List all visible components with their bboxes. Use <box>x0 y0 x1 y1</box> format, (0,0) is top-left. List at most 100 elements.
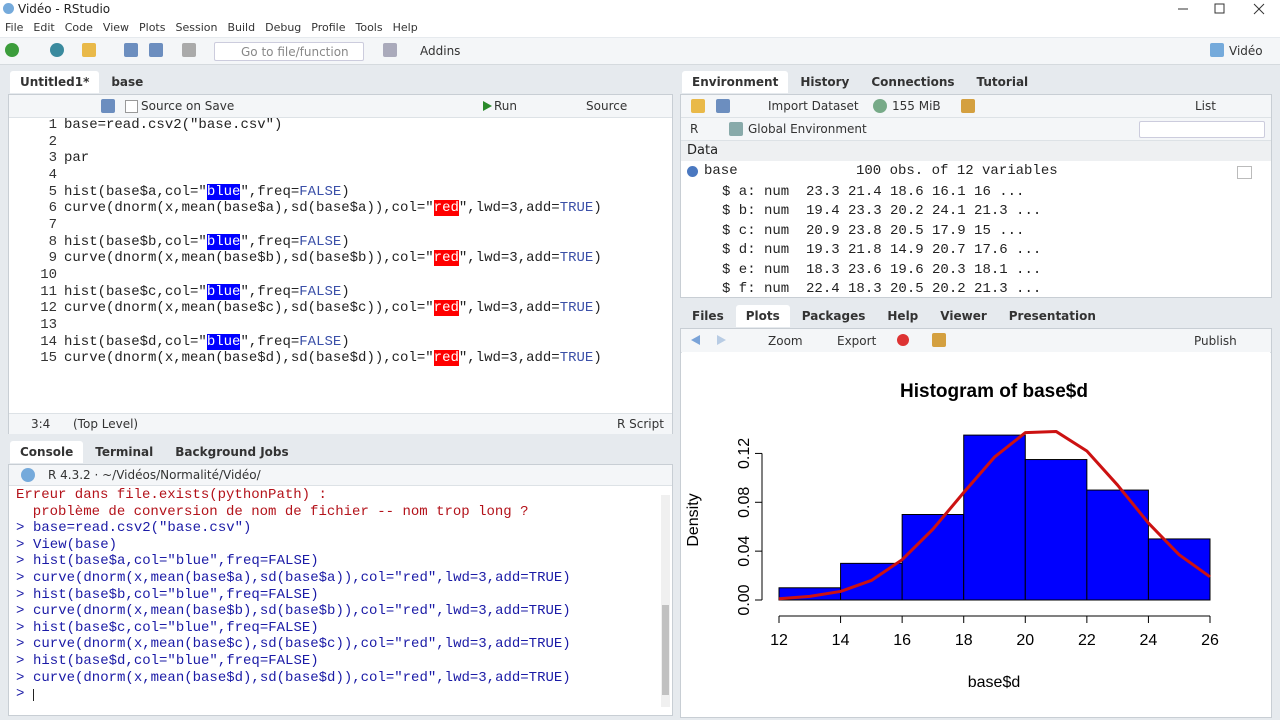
project-menu[interactable]: Vidéo <box>1229 44 1263 58</box>
menu-item[interactable]: Session <box>175 21 218 34</box>
code-line[interactable]: 13 <box>9 317 672 334</box>
scope[interactable]: (Top Level) <box>73 417 139 431</box>
addins-menu[interactable]: Addins <box>420 44 461 58</box>
open-file[interactable] <box>82 43 96 57</box>
environment-scope[interactable]: Global Environment <box>748 122 867 136</box>
language[interactable]: R <box>690 122 699 136</box>
tab[interactable]: Plots <box>735 305 790 327</box>
tab[interactable]: Presentation <box>1008 309 1096 323</box>
next-plot[interactable] <box>717 335 726 345</box>
tab[interactable]: Files <box>692 309 724 323</box>
menu-item[interactable]: Code <box>64 21 93 34</box>
working-directory[interactable]: R 4.3.2 · ~/Vidéos/Normalité/Vidéo/ <box>48 468 261 482</box>
code-line[interactable]: 2 <box>9 134 672 151</box>
tab[interactable]: Untitled1* <box>10 71 100 93</box>
tab[interactable]: Connections <box>871 75 955 89</box>
publish-button[interactable]: Publish <box>1194 334 1237 348</box>
variable-row[interactable]: $ c: num 20.9 23.8 20.5 17.9 15 ... <box>722 222 1025 239</box>
tab[interactable]: Viewer <box>940 309 987 323</box>
expand-icon[interactable] <box>687 166 698 177</box>
new-file[interactable] <box>5 43 19 57</box>
menu-item[interactable]: Plots <box>139 21 166 34</box>
code-line[interactable]: 6 curve(dnorm(x,mean(base$a),sd(base$a)),… <box>9 200 672 217</box>
tab[interactable]: Terminal <box>95 445 154 459</box>
console-output[interactable]: Erreur dans file.exists(pythonPath) : pr… <box>9 487 659 715</box>
scrollbar[interactable] <box>661 495 670 707</box>
tab[interactable]: Packages <box>801 309 866 323</box>
window-controls[interactable] <box>1170 2 1270 16</box>
scroll-thumb[interactable] <box>662 605 669 695</box>
save-all[interactable] <box>149 43 163 57</box>
code-line[interactable]: 10 <box>9 267 672 284</box>
variable-row[interactable]: $ a: num 23.3 21.4 18.6 16.1 16 ... <box>722 184 1025 200</box>
tab[interactable]: Background Jobs <box>175 445 289 459</box>
import-dataset[interactable]: Import Dataset <box>768 99 859 113</box>
save-workspace[interactable] <box>716 99 730 113</box>
code-line[interactable]: 12 curve(dnorm(x,mean(base$c),sd(base$c))… <box>9 300 672 317</box>
console-tabs: Console Terminal Background Jobs <box>10 440 299 464</box>
code-text: hist(base$a,col="blue",freq=FALSE) <box>64 183 350 200</box>
tab[interactable]: Console <box>10 441 84 463</box>
menu-item[interactable]: Debug <box>265 21 302 34</box>
new-project[interactable] <box>50 43 64 57</box>
keyword: TRUE <box>559 250 594 267</box>
goto-box[interactable]: Go to file/function <box>214 42 364 61</box>
tab[interactable]: Environment <box>682 71 789 93</box>
save[interactable] <box>124 43 138 57</box>
menu-item[interactable]: File <box>5 21 24 34</box>
x-tick-label: 18 <box>955 632 973 649</box>
menu-item[interactable]: Tools <box>355 21 383 34</box>
grid-layout[interactable] <box>383 43 397 57</box>
clear-broom[interactable] <box>961 99 975 113</box>
code-line[interactable]: 1 base=read.csv2("base.csv") <box>9 117 672 134</box>
memory-usage[interactable]: 155 MiB <box>892 99 941 113</box>
code-line[interactable]: 3 par <box>9 150 672 167</box>
title-bar: Vidéo - RStudio <box>0 0 1280 18</box>
code-line[interactable]: 7 <box>9 217 672 234</box>
x-tick-label: 22 <box>1078 632 1096 649</box>
tab[interactable]: History <box>800 75 850 89</box>
code-area[interactable]: 1 base=read.csv2("base.csv") 2 3 par 4 5 hist(b… <box>9 117 672 411</box>
source-on-save-checkbox[interactable] <box>125 100 138 113</box>
keyword: TRUE <box>559 200 594 217</box>
code-line[interactable]: 15 curve(dnorm(x,mean(base$d),sd(base$d))… <box>9 350 672 367</box>
save-button[interactable] <box>101 99 115 113</box>
variable-row[interactable]: $ d: num 19.3 21.8 14.9 20.7 17.6 ... <box>722 242 1042 259</box>
view-grid-icon[interactable] <box>1237 166 1252 179</box>
tab[interactable]: Tutorial <box>976 75 1029 89</box>
load-workspace[interactable] <box>691 99 705 113</box>
variable-row[interactable]: $ f: num 22.4 18.3 20.5 20.2 21.3 ... <box>722 281 1042 297</box>
code-line[interactable]: 5 hist(base$a,col="blue",freq=FALSE) <box>9 183 672 201</box>
code-line[interactable]: 4 <box>9 167 672 184</box>
code-line[interactable]: 9 curve(dnorm(x,mean(base$b),sd(base$b)),… <box>9 250 672 267</box>
goto-placeholder: Go to file/function <box>241 45 349 59</box>
code-line[interactable]: 14 hist(base$d,col="blue",freq=FALSE) <box>9 333 672 351</box>
command: curve(dnorm(x,mean(base$b),sd(base$b)),c… <box>33 603 571 620</box>
tab[interactable]: Help <box>887 309 919 323</box>
view-mode[interactable]: List <box>1195 99 1216 113</box>
print[interactable] <box>182 43 196 57</box>
code-line[interactable]: 8 hist(base$b,col="blue",freq=FALSE) <box>9 233 672 251</box>
export-button[interactable]: Export <box>837 334 877 348</box>
previous-plot[interactable] <box>691 335 700 345</box>
menu-item[interactable]: Edit <box>33 21 55 34</box>
file-type[interactable]: R Script <box>617 417 664 431</box>
remove-plot[interactable] <box>897 334 909 346</box>
variable-row[interactable]: $ e: num 18.3 23.6 19.6 20.3 18.1 ... <box>722 261 1042 278</box>
search-box[interactable] <box>1139 121 1265 138</box>
editor-tabs: Untitled1* base <box>10 70 153 94</box>
code-line[interactable]: 11 hist(base$c,col="blue",freq=FALSE) <box>9 283 672 301</box>
menu-item[interactable]: Help <box>392 21 418 34</box>
run-button[interactable]: Run <box>494 99 518 113</box>
clear-plots[interactable] <box>932 333 946 347</box>
object-row[interactable]: base 100 obs. of 12 variables <box>681 162 1259 182</box>
tab[interactable]: base <box>111 75 144 89</box>
menu-item[interactable]: Build <box>227 21 256 34</box>
menu-item[interactable]: Profile <box>311 21 346 34</box>
menu-item[interactable]: View <box>102 21 130 34</box>
zoom-button[interactable]: Zoom <box>768 334 803 348</box>
source-button[interactable]: Source <box>586 99 628 113</box>
line-number: 15 <box>40 350 57 367</box>
source-on-save[interactable]: Source on Save <box>141 99 235 113</box>
variable-row[interactable]: $ b: num 19.4 23.3 20.2 24.1 21.3 ... <box>722 203 1042 220</box>
